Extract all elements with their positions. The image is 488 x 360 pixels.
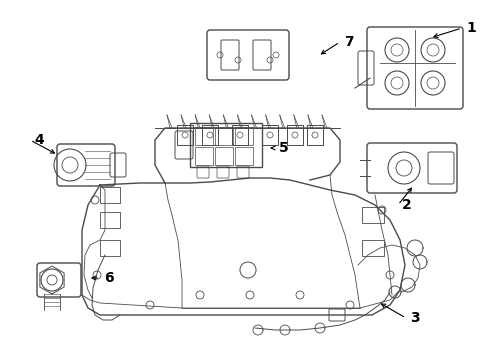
Text: 1: 1 xyxy=(465,21,475,35)
Text: 5: 5 xyxy=(279,141,288,155)
Text: 6: 6 xyxy=(104,271,113,285)
Text: 4: 4 xyxy=(34,133,43,147)
Text: 3: 3 xyxy=(409,311,419,325)
Text: 2: 2 xyxy=(401,198,411,212)
Text: 7: 7 xyxy=(343,35,353,49)
